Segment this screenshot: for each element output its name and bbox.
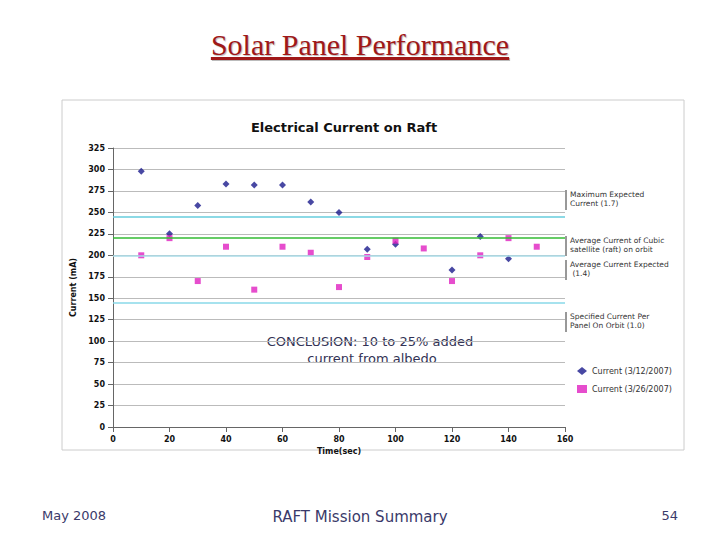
- svg-text:60: 60: [277, 435, 289, 444]
- svg-text:Panel On Orbit (1.0): Panel On Orbit (1.0): [570, 321, 645, 330]
- svg-text:325: 325: [88, 144, 105, 153]
- svg-text:Average Current Expected: Average Current Expected: [570, 260, 669, 269]
- svg-text:200: 200: [88, 251, 105, 260]
- svg-text:250: 250: [88, 208, 105, 217]
- html-text:RAFT Mission Summary: RAFT Mission Summary: [272, 508, 448, 526]
- html-text:May 2008: May 2008: [42, 508, 107, 523]
- svg-text:Time(sec): Time(sec): [317, 447, 361, 456]
- svg-text:Current (3/26/2007): Current (3/26/2007): [592, 385, 672, 394]
- html-text:54: 54: [661, 508, 678, 523]
- svg-text:0: 0: [99, 423, 105, 432]
- svg-text:Specified Current Per: Specified Current Per: [570, 312, 652, 321]
- svg-text:satellite (raft) on orbit: satellite (raft) on orbit: [570, 245, 653, 254]
- svg-text:300: 300: [88, 165, 105, 174]
- svg-text:225: 225: [88, 229, 105, 238]
- svg-text:275: 275: [88, 186, 105, 195]
- svg-text:Average Current of Cubic: Average Current of Cubic: [570, 236, 667, 245]
- svg-text:80: 80: [333, 435, 345, 444]
- svg-text:Maximum Expected: Maximum Expected: [570, 190, 647, 199]
- svg-text:25: 25: [94, 401, 106, 410]
- svg-text:Electrical Current on Raft: Electrical Current on Raft: [251, 120, 437, 135]
- svg-text:20: 20: [164, 435, 176, 444]
- svg-text:current from albedo: current from albedo: [307, 351, 436, 366]
- svg-text:CONCLUSION: 10 to 25% added: CONCLUSION: 10 to 25% added: [266, 334, 478, 349]
- svg-text:150: 150: [88, 294, 105, 303]
- svg-text:Current (1.7): Current (1.7): [570, 199, 618, 208]
- svg-text:(1.4): (1.4): [570, 269, 590, 278]
- svg-text:140: 140: [500, 435, 517, 444]
- svg-text:100: 100: [88, 337, 105, 346]
- html-text:Solar Panel Performance: Solar Panel Performance: [210, 28, 510, 61]
- svg-text:50: 50: [94, 380, 106, 389]
- svg-text:Current (mA): Current (mA): [69, 258, 78, 317]
- svg-text:100: 100: [387, 435, 404, 444]
- svg-text:Current (3/12/2007): Current (3/12/2007): [592, 367, 672, 376]
- svg-text:75: 75: [94, 358, 106, 367]
- svg-text:160: 160: [557, 435, 574, 444]
- svg-text:120: 120: [444, 435, 461, 444]
- svg-text:125: 125: [88, 315, 105, 324]
- svg-text:40: 40: [220, 435, 232, 444]
- svg-text:175: 175: [88, 272, 105, 281]
- svg-text:0: 0: [110, 435, 116, 444]
